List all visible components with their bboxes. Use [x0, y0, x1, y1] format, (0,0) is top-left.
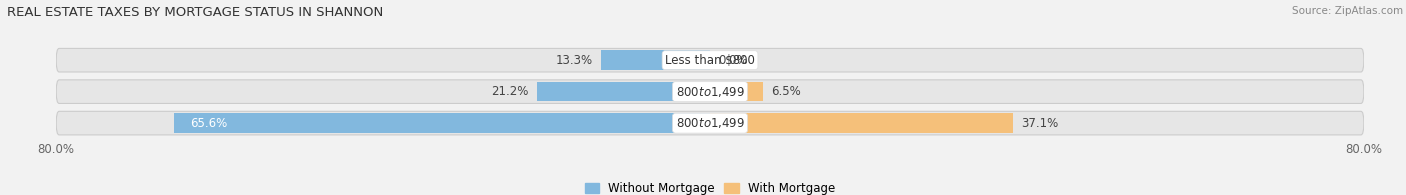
Bar [174, 113, 710, 133]
Text: 13.3%: 13.3% [555, 54, 593, 67]
Text: Less than $800: Less than $800 [665, 54, 755, 67]
FancyBboxPatch shape [56, 80, 1364, 103]
Text: 6.5%: 6.5% [772, 85, 801, 98]
Text: $800 to $1,499: $800 to $1,499 [675, 116, 745, 130]
Bar [602, 51, 710, 70]
Text: REAL ESTATE TAXES BY MORTGAGE STATUS IN SHANNON: REAL ESTATE TAXES BY MORTGAGE STATUS IN … [7, 6, 384, 19]
Text: $800 to $1,499: $800 to $1,499 [675, 85, 745, 99]
Text: 21.2%: 21.2% [491, 85, 529, 98]
FancyBboxPatch shape [56, 48, 1364, 72]
Bar [710, 82, 763, 101]
Bar [537, 82, 710, 101]
FancyBboxPatch shape [56, 111, 1364, 135]
Legend: Without Mortgage, With Mortgage: Without Mortgage, With Mortgage [585, 182, 835, 195]
Text: 37.1%: 37.1% [1021, 117, 1059, 130]
Text: 65.6%: 65.6% [190, 117, 228, 130]
Bar [710, 113, 1014, 133]
Text: Source: ZipAtlas.com: Source: ZipAtlas.com [1292, 6, 1403, 16]
Text: 0.0%: 0.0% [718, 54, 748, 67]
